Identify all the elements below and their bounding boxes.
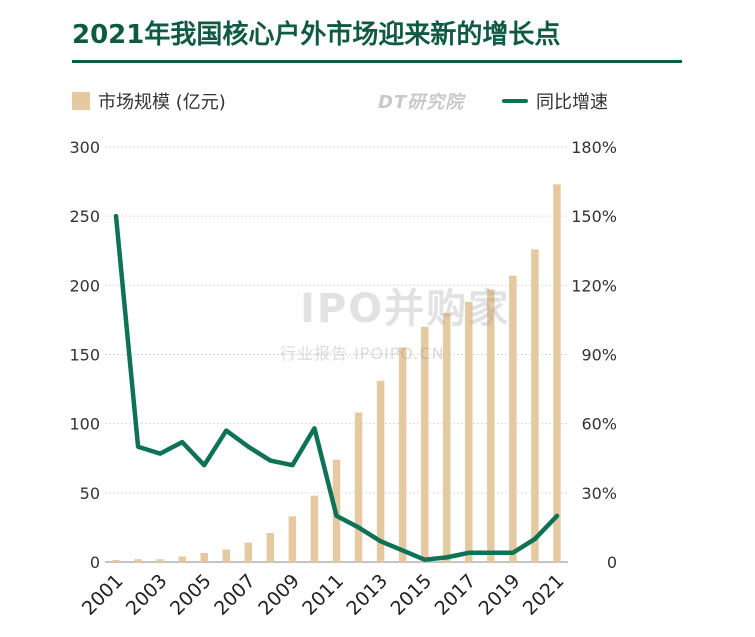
title-underline: [72, 60, 682, 63]
bar: [398, 347, 407, 562]
legend: 市场规模 (亿元) 同比增速: [72, 88, 635, 116]
bar: [442, 313, 451, 562]
source-logo: DT研究院: [378, 92, 465, 113]
x-tick-label: 2011: [298, 570, 348, 620]
bar: [354, 412, 363, 562]
x-tick-label: 2003: [122, 570, 172, 620]
chart-title: 2021年我国核心户外市场迎来新的增长点: [72, 20, 561, 50]
y-left-tick-label: 50: [80, 484, 100, 503]
x-tick-label: 2007: [210, 570, 260, 620]
legend-bar-swatch: [72, 92, 90, 110]
y-right-tick-label: 180%: [571, 138, 617, 157]
bar: [420, 326, 429, 562]
watermark-sub: 行业报告 IPOIPO.CN: [280, 344, 445, 363]
legend-item-market-size: 市场规模 (亿元): [72, 88, 226, 114]
y-left-tick-label: 0: [90, 553, 100, 572]
y-left-tick-label: 300: [69, 138, 100, 157]
y-left-tick-label: 200: [69, 276, 100, 295]
bar: [200, 553, 208, 562]
y-left-tick-label: 250: [69, 207, 100, 226]
legend-item-growth: 同比增速: [502, 88, 608, 114]
bar: [156, 559, 164, 562]
growth-line: [113, 213, 560, 562]
bar: [376, 380, 385, 562]
x-tick-label: 2015: [386, 570, 436, 620]
bar: [553, 184, 561, 562]
legend-label-growth: 同比增速: [536, 92, 608, 113]
y-right-tick-label: 30%: [581, 484, 617, 503]
bar: [266, 532, 275, 562]
bar: [487, 289, 495, 562]
y-right-tick-label: 120%: [571, 276, 617, 295]
bar: [222, 549, 231, 562]
x-tick-label: 2005: [166, 570, 216, 620]
bar: [531, 249, 539, 562]
bar: [465, 301, 473, 562]
x-tick-label: 2021: [519, 570, 569, 620]
y-left-tick-label: 100: [69, 415, 100, 434]
bar: [509, 275, 517, 562]
y-right-tick-label: 60%: [581, 415, 617, 434]
bar: [134, 559, 142, 562]
x-tick-label: 2017: [431, 570, 481, 620]
bar: [310, 495, 319, 562]
legend-label-market-size: 市场规模 (亿元): [98, 92, 226, 113]
x-tick-label: 2009: [254, 570, 304, 620]
bar: [244, 542, 253, 562]
legend-line-swatch: [502, 99, 528, 103]
x-tick-label: 2019: [475, 570, 525, 620]
bar: [178, 556, 186, 562]
y-right-tick-label: 90%: [581, 346, 617, 365]
bar: [112, 559, 120, 562]
y-right-tick-label: 150%: [571, 207, 617, 226]
watermark-main: IPO并购家: [300, 286, 511, 332]
x-tick-label: 2001: [78, 570, 128, 620]
y-left-tick-label: 150: [69, 346, 100, 365]
x-tick-label: 2013: [342, 570, 392, 620]
bar: [288, 516, 297, 562]
y-right-tick-label: 0: [607, 553, 617, 572]
